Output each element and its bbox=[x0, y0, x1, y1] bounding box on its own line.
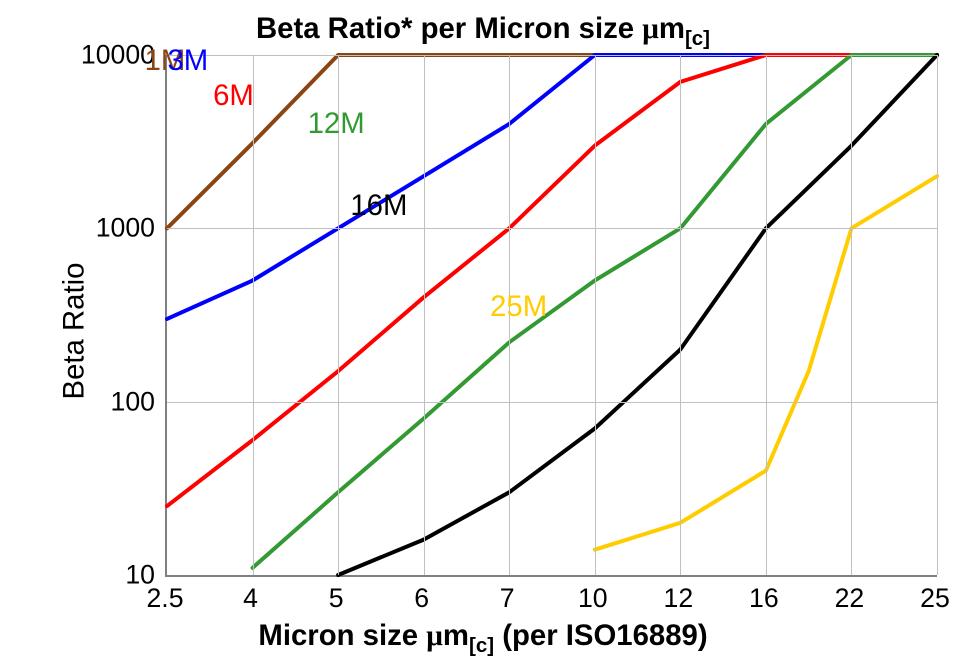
series-label-25M: 25M bbox=[490, 290, 547, 324]
x-label-m: m bbox=[443, 619, 469, 652]
y-tick-label: 10000 bbox=[75, 40, 155, 71]
x-tick-label: 4 bbox=[243, 583, 258, 614]
gridline-horizontal bbox=[167, 55, 937, 56]
y-tick-label: 1000 bbox=[75, 213, 155, 244]
gridline-vertical bbox=[766, 55, 767, 575]
series-label-6M: 6M bbox=[213, 79, 254, 113]
x-tick-label: 6 bbox=[414, 583, 429, 614]
gridline-horizontal bbox=[167, 228, 937, 229]
x-tick-label: 25 bbox=[920, 583, 950, 614]
series-label-16M: 16M bbox=[350, 189, 407, 223]
x-tick-label: 16 bbox=[749, 583, 779, 614]
x-tick-label: 10 bbox=[578, 583, 608, 614]
y-axis-label: Beta Ratio bbox=[57, 263, 91, 400]
x-label-mu: μ bbox=[426, 620, 443, 652]
series-label-12M: 12M bbox=[308, 107, 365, 141]
gridline-vertical bbox=[937, 55, 938, 575]
series-label-3M: 3M bbox=[167, 44, 208, 78]
x-tick-label: 22 bbox=[835, 583, 865, 614]
gridline-vertical bbox=[595, 55, 596, 575]
x-label-suffix: (per ISO16889) bbox=[494, 619, 708, 652]
y-tick-label: 100 bbox=[75, 386, 155, 417]
x-tick-label: 5 bbox=[329, 583, 344, 614]
series-line-6M bbox=[167, 55, 937, 506]
title-m: m bbox=[659, 12, 685, 45]
y-tick-label: 10 bbox=[75, 560, 155, 591]
gridline-horizontal bbox=[167, 402, 937, 403]
title-mu: μ bbox=[642, 13, 659, 45]
series-lines-layer bbox=[167, 55, 937, 575]
chart-container: Beta Ratio* per Micron size μm[c] Beta R… bbox=[0, 0, 966, 662]
plot-area bbox=[165, 55, 937, 577]
x-label-sub: [c] bbox=[469, 634, 494, 657]
title-prefix: Beta Ratio* per Micron size bbox=[256, 12, 642, 45]
x-tick-label: 12 bbox=[664, 583, 694, 614]
gridline-vertical bbox=[424, 55, 425, 575]
series-line-16M bbox=[338, 55, 937, 575]
gridline-vertical bbox=[680, 55, 681, 575]
gridline-vertical bbox=[253, 55, 254, 575]
x-axis-label: Micron size μm[c] (per ISO16889) bbox=[0, 619, 966, 658]
x-label-prefix: Micron size bbox=[258, 619, 426, 652]
gridline-vertical bbox=[851, 55, 852, 575]
title-sub: [c] bbox=[685, 27, 710, 50]
x-tick-label: 7 bbox=[500, 583, 515, 614]
